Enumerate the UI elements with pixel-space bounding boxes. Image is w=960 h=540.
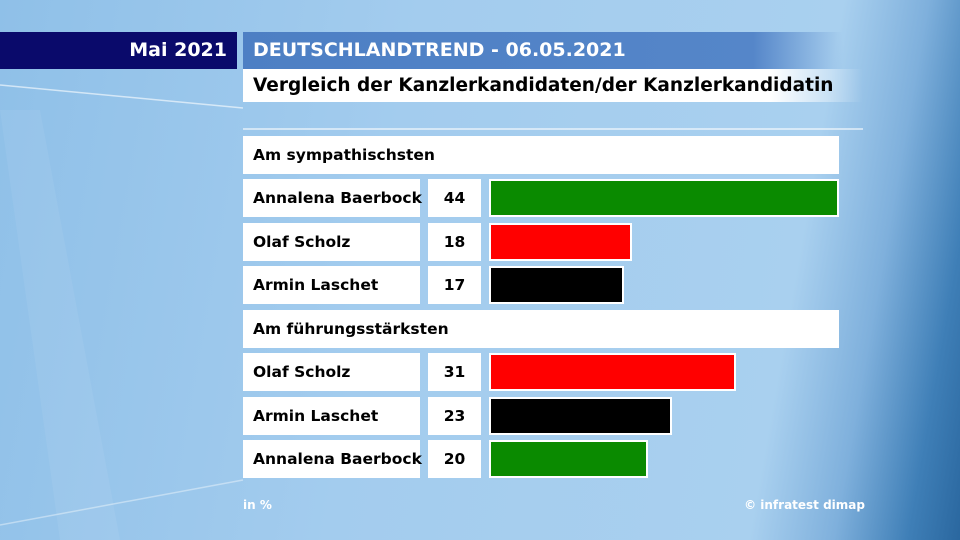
group-title: Am sympathischsten	[243, 136, 839, 174]
category-label: Annalena Baerbock	[243, 440, 422, 478]
data-label: 31	[428, 353, 481, 391]
month-label: Mai 2021	[0, 32, 237, 69]
category-label: Armin Laschet	[243, 266, 420, 304]
bar	[489, 266, 625, 304]
category-label: Armin Laschet	[243, 397, 420, 435]
data-label: 23	[428, 397, 481, 435]
unit-label: in %	[243, 498, 272, 512]
bar	[489, 440, 649, 478]
category-label: Olaf Scholz	[243, 353, 420, 391]
bar	[489, 223, 633, 261]
data-label: 18	[428, 223, 481, 261]
divider	[243, 128, 863, 130]
category-label: Annalena Baerbock	[243, 179, 422, 217]
bar	[489, 353, 736, 391]
category-label: Olaf Scholz	[243, 223, 420, 261]
source-label: © infratest dimap	[744, 498, 865, 512]
group-title: Am führungsstärksten	[243, 310, 839, 348]
bar	[489, 397, 672, 435]
data-label: 17	[428, 266, 481, 304]
data-label: 20	[428, 440, 481, 478]
chart-series-title: DEUTSCHLANDTREND - 06.05.2021	[243, 32, 843, 69]
data-label: 44	[428, 179, 481, 217]
bar	[489, 179, 839, 217]
chart-subtitle: Vergleich der Kanzlerkandidaten/der Kanz…	[243, 69, 863, 102]
